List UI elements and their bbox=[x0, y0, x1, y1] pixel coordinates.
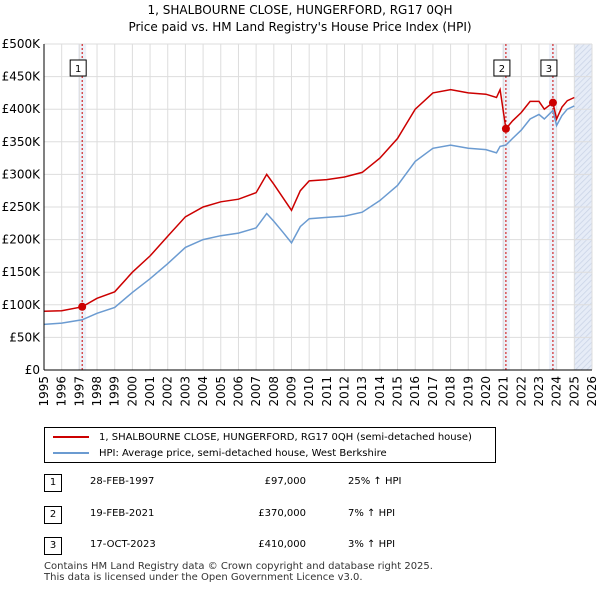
y-tick-label: £500K bbox=[2, 37, 42, 51]
x-tick-label: 2011 bbox=[320, 376, 334, 407]
transaction-date: 17-OCT-2023 bbox=[90, 539, 156, 550]
y-tick-label: £350K bbox=[2, 135, 42, 149]
x-tick-label: 2004 bbox=[196, 376, 210, 407]
x-tick-label: 2025 bbox=[567, 376, 581, 407]
x-tick-label: 2009 bbox=[284, 376, 298, 407]
x-tick-label: 1999 bbox=[108, 376, 122, 407]
transaction-number: 3 bbox=[44, 537, 62, 555]
transaction-row: 3 17-OCT-2023 £410,000 3% ↑ HPI bbox=[44, 537, 464, 555]
sale-number-label: 1 bbox=[75, 64, 81, 75]
sale-point bbox=[78, 302, 87, 311]
chart-subtitle: Price paid vs. HM Land Registry's House … bbox=[128, 20, 472, 34]
transaction-date: 19-FEB-2021 bbox=[90, 508, 155, 519]
footer-licence: This data is licensed under the Open Gov… bbox=[44, 572, 363, 583]
sale-point bbox=[501, 124, 510, 133]
x-tick-label: 1996 bbox=[55, 376, 69, 407]
transaction-price: £370,000 bbox=[258, 508, 306, 519]
x-tick-label: 2007 bbox=[249, 376, 263, 407]
y-tick-label: £300K bbox=[2, 167, 42, 181]
x-tick-label: 2015 bbox=[391, 376, 405, 407]
x-tick-label: 2000 bbox=[125, 376, 139, 407]
y-tick-label: £50K bbox=[9, 330, 41, 344]
transaction-price: £410,000 bbox=[258, 539, 306, 550]
transaction-hpi: 3% ↑ HPI bbox=[348, 539, 396, 550]
transaction-row: 2 19-FEB-2021 £370,000 7% ↑ HPI bbox=[44, 506, 464, 524]
y-tick-label: £450K bbox=[2, 70, 42, 84]
sale-number-label: 3 bbox=[546, 64, 552, 75]
legend-label-hpi: HPI: Average price, semi-detached house,… bbox=[99, 447, 387, 459]
transaction-row: 1 28-FEB-1997 £97,000 25% ↑ HPI bbox=[44, 474, 464, 492]
y-tick-label: £200K bbox=[2, 233, 42, 247]
hpi-series-line bbox=[43, 105, 575, 326]
sale-number-label: 2 bbox=[499, 64, 505, 75]
x-tick-label: 2019 bbox=[461, 376, 475, 407]
price-paid-series-line bbox=[43, 86, 575, 313]
x-tick-label: 2013 bbox=[355, 376, 369, 407]
y-tick-label: £250K bbox=[2, 200, 42, 214]
transaction-price: £97,000 bbox=[264, 476, 306, 487]
x-tick-label: 1997 bbox=[72, 376, 86, 407]
x-tick-label: 2016 bbox=[408, 376, 422, 407]
x-tick-label: 2017 bbox=[426, 376, 440, 407]
x-tick-label: 2021 bbox=[497, 376, 511, 407]
x-tick-label: 1995 bbox=[37, 376, 51, 407]
x-tick-label: 2018 bbox=[444, 376, 458, 407]
transaction-hpi: 7% ↑ HPI bbox=[348, 508, 396, 519]
sale-number-box bbox=[493, 59, 511, 77]
x-tick-label: 2026 bbox=[585, 376, 599, 407]
y-tick-label: £100K bbox=[2, 298, 42, 312]
transaction-date: 28-FEB-1997 bbox=[90, 476, 155, 487]
legend-swatch-property bbox=[53, 436, 89, 438]
x-tick-label: 2002 bbox=[161, 376, 175, 407]
sale-number-box bbox=[540, 59, 558, 77]
x-tick-label: 2010 bbox=[302, 376, 316, 407]
x-tick-label: 2012 bbox=[338, 376, 352, 407]
x-tick-label: 2006 bbox=[231, 376, 245, 407]
legend-label-property: 1, SHALBOURNE CLOSE, HUNGERFORD, RG17 0Q… bbox=[99, 431, 472, 443]
x-tick-label: 2020 bbox=[479, 376, 493, 407]
footer-copyright: Contains HM Land Registry data © Crown c… bbox=[44, 561, 433, 572]
legend-item-property: 1, SHALBOURNE CLOSE, HUNGERFORD, RG17 0Q… bbox=[53, 430, 472, 444]
transaction-number: 2 bbox=[44, 506, 62, 524]
x-tick-label: 2024 bbox=[550, 376, 564, 407]
legend-item-hpi: HPI: Average price, semi-detached house,… bbox=[53, 446, 387, 460]
x-tick-label: 2014 bbox=[373, 376, 387, 407]
x-tick-label: 2023 bbox=[532, 376, 546, 407]
chart-legend: 1, SHALBOURNE CLOSE, HUNGERFORD, RG17 0Q… bbox=[44, 427, 496, 463]
x-tick-label: 2005 bbox=[214, 376, 228, 407]
x-tick-label: 1998 bbox=[90, 376, 104, 407]
y-tick-label: £400K bbox=[2, 102, 42, 116]
sale-number-box bbox=[69, 59, 87, 77]
y-tick-label: £150K bbox=[2, 265, 42, 279]
x-tick-label: 2003 bbox=[178, 376, 192, 407]
chart-title: 1, SHALBOURNE CLOSE, HUNGERFORD, RG17 0Q… bbox=[147, 3, 453, 17]
x-tick-label: 2022 bbox=[514, 376, 528, 407]
x-tick-label: 2001 bbox=[143, 376, 157, 407]
legend-swatch-hpi bbox=[53, 452, 89, 454]
price-chart: 1 2 3 £0 £50K £100K £150K £200K £250K £300K £350K £… bbox=[2, 37, 599, 407]
y-tick-label: £0 bbox=[25, 363, 40, 377]
sale-point bbox=[548, 98, 557, 107]
transaction-number: 1 bbox=[44, 474, 62, 492]
x-tick-label: 2008 bbox=[267, 376, 281, 407]
transaction-hpi: 25% ↑ HPI bbox=[348, 476, 402, 487]
